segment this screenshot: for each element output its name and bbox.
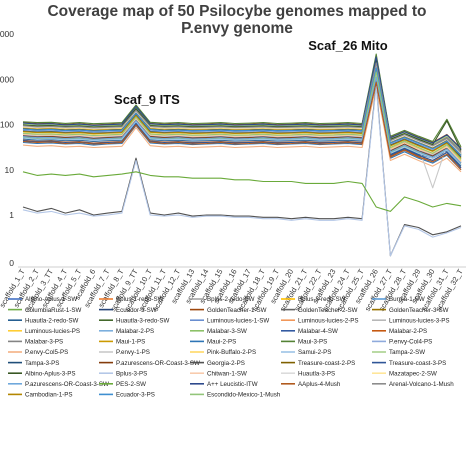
legend-entry: Cambodian-1-PS — [25, 392, 72, 399]
legend-entry: Luminous-lucies-1-SW — [207, 317, 269, 324]
y-tick-label: 1000 — [0, 74, 14, 84]
legend-entry: Malabar-3-SW — [207, 328, 247, 335]
legend-entry: P.azurescens-OR-Coast-3-SW — [116, 360, 200, 367]
y-tick-label: 1 — [9, 210, 14, 220]
legend-entry: AAplus-4-Mush — [298, 381, 341, 388]
legend-entry: GoldenTeacher-3-SW — [389, 307, 449, 314]
series-line-37 — [22, 85, 462, 257]
series-line-44 — [22, 81, 462, 171]
legend-entry: Malabar-2-PS — [116, 328, 154, 335]
legend-entry: Malabar-3-PS — [25, 339, 63, 346]
legend-entry: GoldenTeacher-1-SW — [207, 307, 267, 314]
legend-entry: Malabar-4-SW — [298, 328, 338, 335]
legend-entry: Huautla-3-redo-SW — [116, 317, 169, 324]
legend-entry: Burma-1-SW — [389, 296, 425, 303]
legend-entry: Bplus-1-redo-SW — [116, 296, 164, 303]
legend-entry: Tampa-3-PS — [25, 360, 59, 367]
legend-entry: P.envy-1-PS — [116, 349, 150, 356]
legend-entry: P.envy-Col5-PS — [25, 349, 68, 356]
legend-entry: Luminous-lucies-PS — [25, 328, 80, 335]
y-tick-label: 10000 — [0, 29, 14, 39]
legend-entry: PES-2-SW — [116, 381, 146, 388]
legend-entry: Escondido-Mexico-1-Mush — [207, 392, 281, 399]
legend-entry: A++ Leucistic-ITW — [207, 381, 258, 388]
legend-entry: Bplus-2-redo-SW — [207, 296, 255, 303]
legend-entry: Mazatapec-2-SW — [389, 370, 437, 377]
legend-entry: Luminous-lucies-3-PS — [389, 317, 450, 324]
y-tick-label: 100 — [0, 120, 14, 130]
legend-entry: Maui-2-PS — [207, 339, 236, 346]
legend-entry: Huautla-2-redo-SW — [25, 317, 78, 324]
legend-entry: Treasure-coast-3-PS — [389, 360, 446, 367]
legend-entry: GoldenTeacher-2-SW — [298, 307, 358, 314]
legend-entry: Luminous-lucies-2-PS — [298, 317, 359, 324]
y-tick-label: 10 — [5, 165, 15, 175]
legend-entry: Samui-2-PS — [298, 349, 331, 356]
legend-entry: P.azurescens-OR-Coast-3-SW — [25, 381, 109, 388]
series-line-47 — [22, 67, 462, 156]
legend-entry: Albino-Aplus-3-PS — [25, 370, 76, 377]
legend-entry: Ecuador-3-SW — [116, 307, 157, 314]
chart-title-line-2: P.envy genome — [181, 20, 293, 37]
series-line-43 — [22, 56, 462, 150]
legend-entry: P.envy-Col4-PS — [389, 339, 432, 346]
legend-entry: Huautla-3-PS — [298, 370, 335, 377]
legend-entry: Tampa-2-SW — [389, 349, 425, 356]
series-line-33 — [22, 83, 462, 257]
annotation-label: Scaf_9 ITS — [114, 92, 180, 107]
legend-entry: Pink-Buffalo-2-PS — [207, 349, 256, 356]
series-line-26 — [22, 85, 462, 173]
annotation-label: Scaf_26 Mito — [308, 38, 388, 53]
legend-entry: Bplus-3-redo-SW — [298, 296, 346, 303]
legend-entry: Maui-1-PS — [116, 339, 145, 346]
legend-entry: Chitwan-1-SW — [207, 370, 247, 377]
series-line-41 — [22, 76, 462, 164]
y-tick-label: 0 — [9, 258, 14, 268]
legend-entry: Albino-Aplus-1-SW — [25, 296, 77, 303]
series-line-42 — [22, 171, 462, 212]
legend-entry: Bplus-3-PS — [116, 370, 147, 377]
legend-entry: Malabar-2-PS — [389, 328, 427, 335]
series-line-48 — [22, 71, 462, 160]
chart-title-line-1: Coverage map of 50 Psilocybe genomes map… — [47, 3, 427, 20]
legend-entry: Georgia-2-PS — [207, 360, 245, 367]
legend-entry: Maui-3-PS — [298, 339, 327, 346]
legend-entry: ColumbiaRust-1-SW — [25, 307, 82, 314]
legend-entry: Treasure-coast-2-PS — [298, 360, 355, 367]
legend-entry: Ecuador-3-PS — [116, 392, 155, 399]
legend-entry: Arenal-Volcano-1-Mush — [389, 381, 454, 388]
